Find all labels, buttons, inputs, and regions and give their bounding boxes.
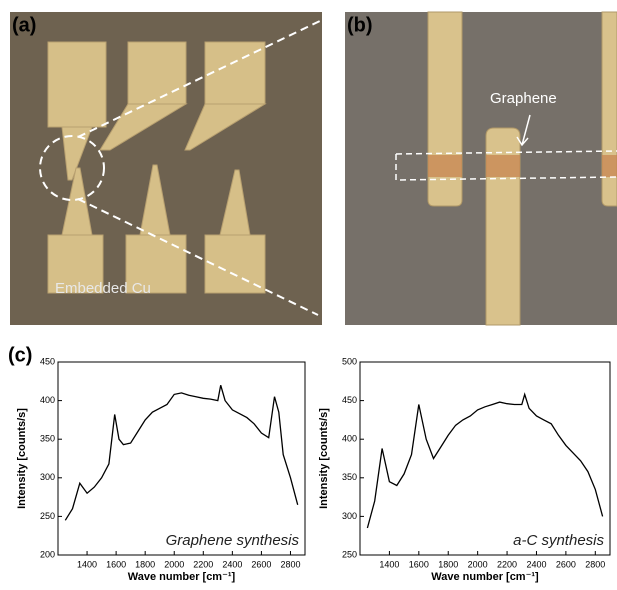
spectrum-line: [367, 394, 602, 528]
x-tick-label: 1800: [438, 559, 458, 569]
chart-title: Graphene synthesis: [166, 532, 300, 549]
x-tick-label: 2800: [585, 559, 605, 569]
x-tick-label: 2800: [280, 559, 300, 569]
y-tick-label: 450: [40, 356, 55, 366]
panel-label: (a): [12, 14, 36, 36]
x-tick-label: 1400: [77, 559, 97, 569]
y-tick-label: 450: [342, 395, 357, 405]
y-tick-label: 300: [342, 511, 357, 521]
y-tick-label: 350: [40, 434, 55, 444]
x-tick-label: 2000: [468, 559, 488, 569]
micrograph-b: [345, 12, 617, 325]
plot-frame: [360, 362, 610, 555]
y-tick-label: 350: [342, 472, 357, 482]
x-axis-label: Wave number [cm⁻¹]: [128, 571, 236, 583]
plot-frame: [58, 362, 305, 555]
annotation: Graphene: [490, 90, 557, 107]
x-tick-label: 1800: [135, 559, 155, 569]
x-tick-label: 2000: [164, 559, 184, 569]
x-tick-label: 1400: [379, 559, 399, 569]
panel-label: (b): [347, 14, 373, 36]
x-tick-label: 2600: [251, 559, 271, 569]
y-tick-label: 500: [342, 356, 357, 366]
annotation: Embedded Cu: [55, 280, 151, 297]
x-tick-label: 1600: [106, 559, 126, 569]
x-tick-label: 2400: [526, 559, 546, 569]
y-tick-label: 300: [40, 472, 55, 482]
y-tick-label: 400: [40, 395, 55, 405]
x-axis-label: Wave number [cm⁻¹]: [431, 571, 539, 583]
panel-label: (c): [8, 344, 32, 366]
x-tick-label: 2200: [497, 559, 517, 569]
figure: (a) (b) (c) Embedded Cu Graphene 200 250 3…: [0, 0, 617, 585]
y-tick-label: 200: [40, 549, 55, 559]
y-tick-label: 400: [342, 434, 357, 444]
y-axis-label: Intensity [counts/s]: [318, 408, 330, 509]
micrograph-a: [10, 12, 322, 325]
y-axis-label: Intensity [counts/s]: [16, 408, 28, 509]
x-tick-label: 2600: [556, 559, 576, 569]
chart-title: a-C synthesis: [513, 532, 604, 549]
spectrum-line: [65, 385, 297, 520]
y-tick-label: 250: [40, 511, 55, 521]
x-tick-label: 2400: [222, 559, 242, 569]
y-tick-label: 250: [342, 549, 357, 559]
x-tick-label: 2200: [193, 559, 213, 569]
x-tick-label: 1600: [409, 559, 429, 569]
